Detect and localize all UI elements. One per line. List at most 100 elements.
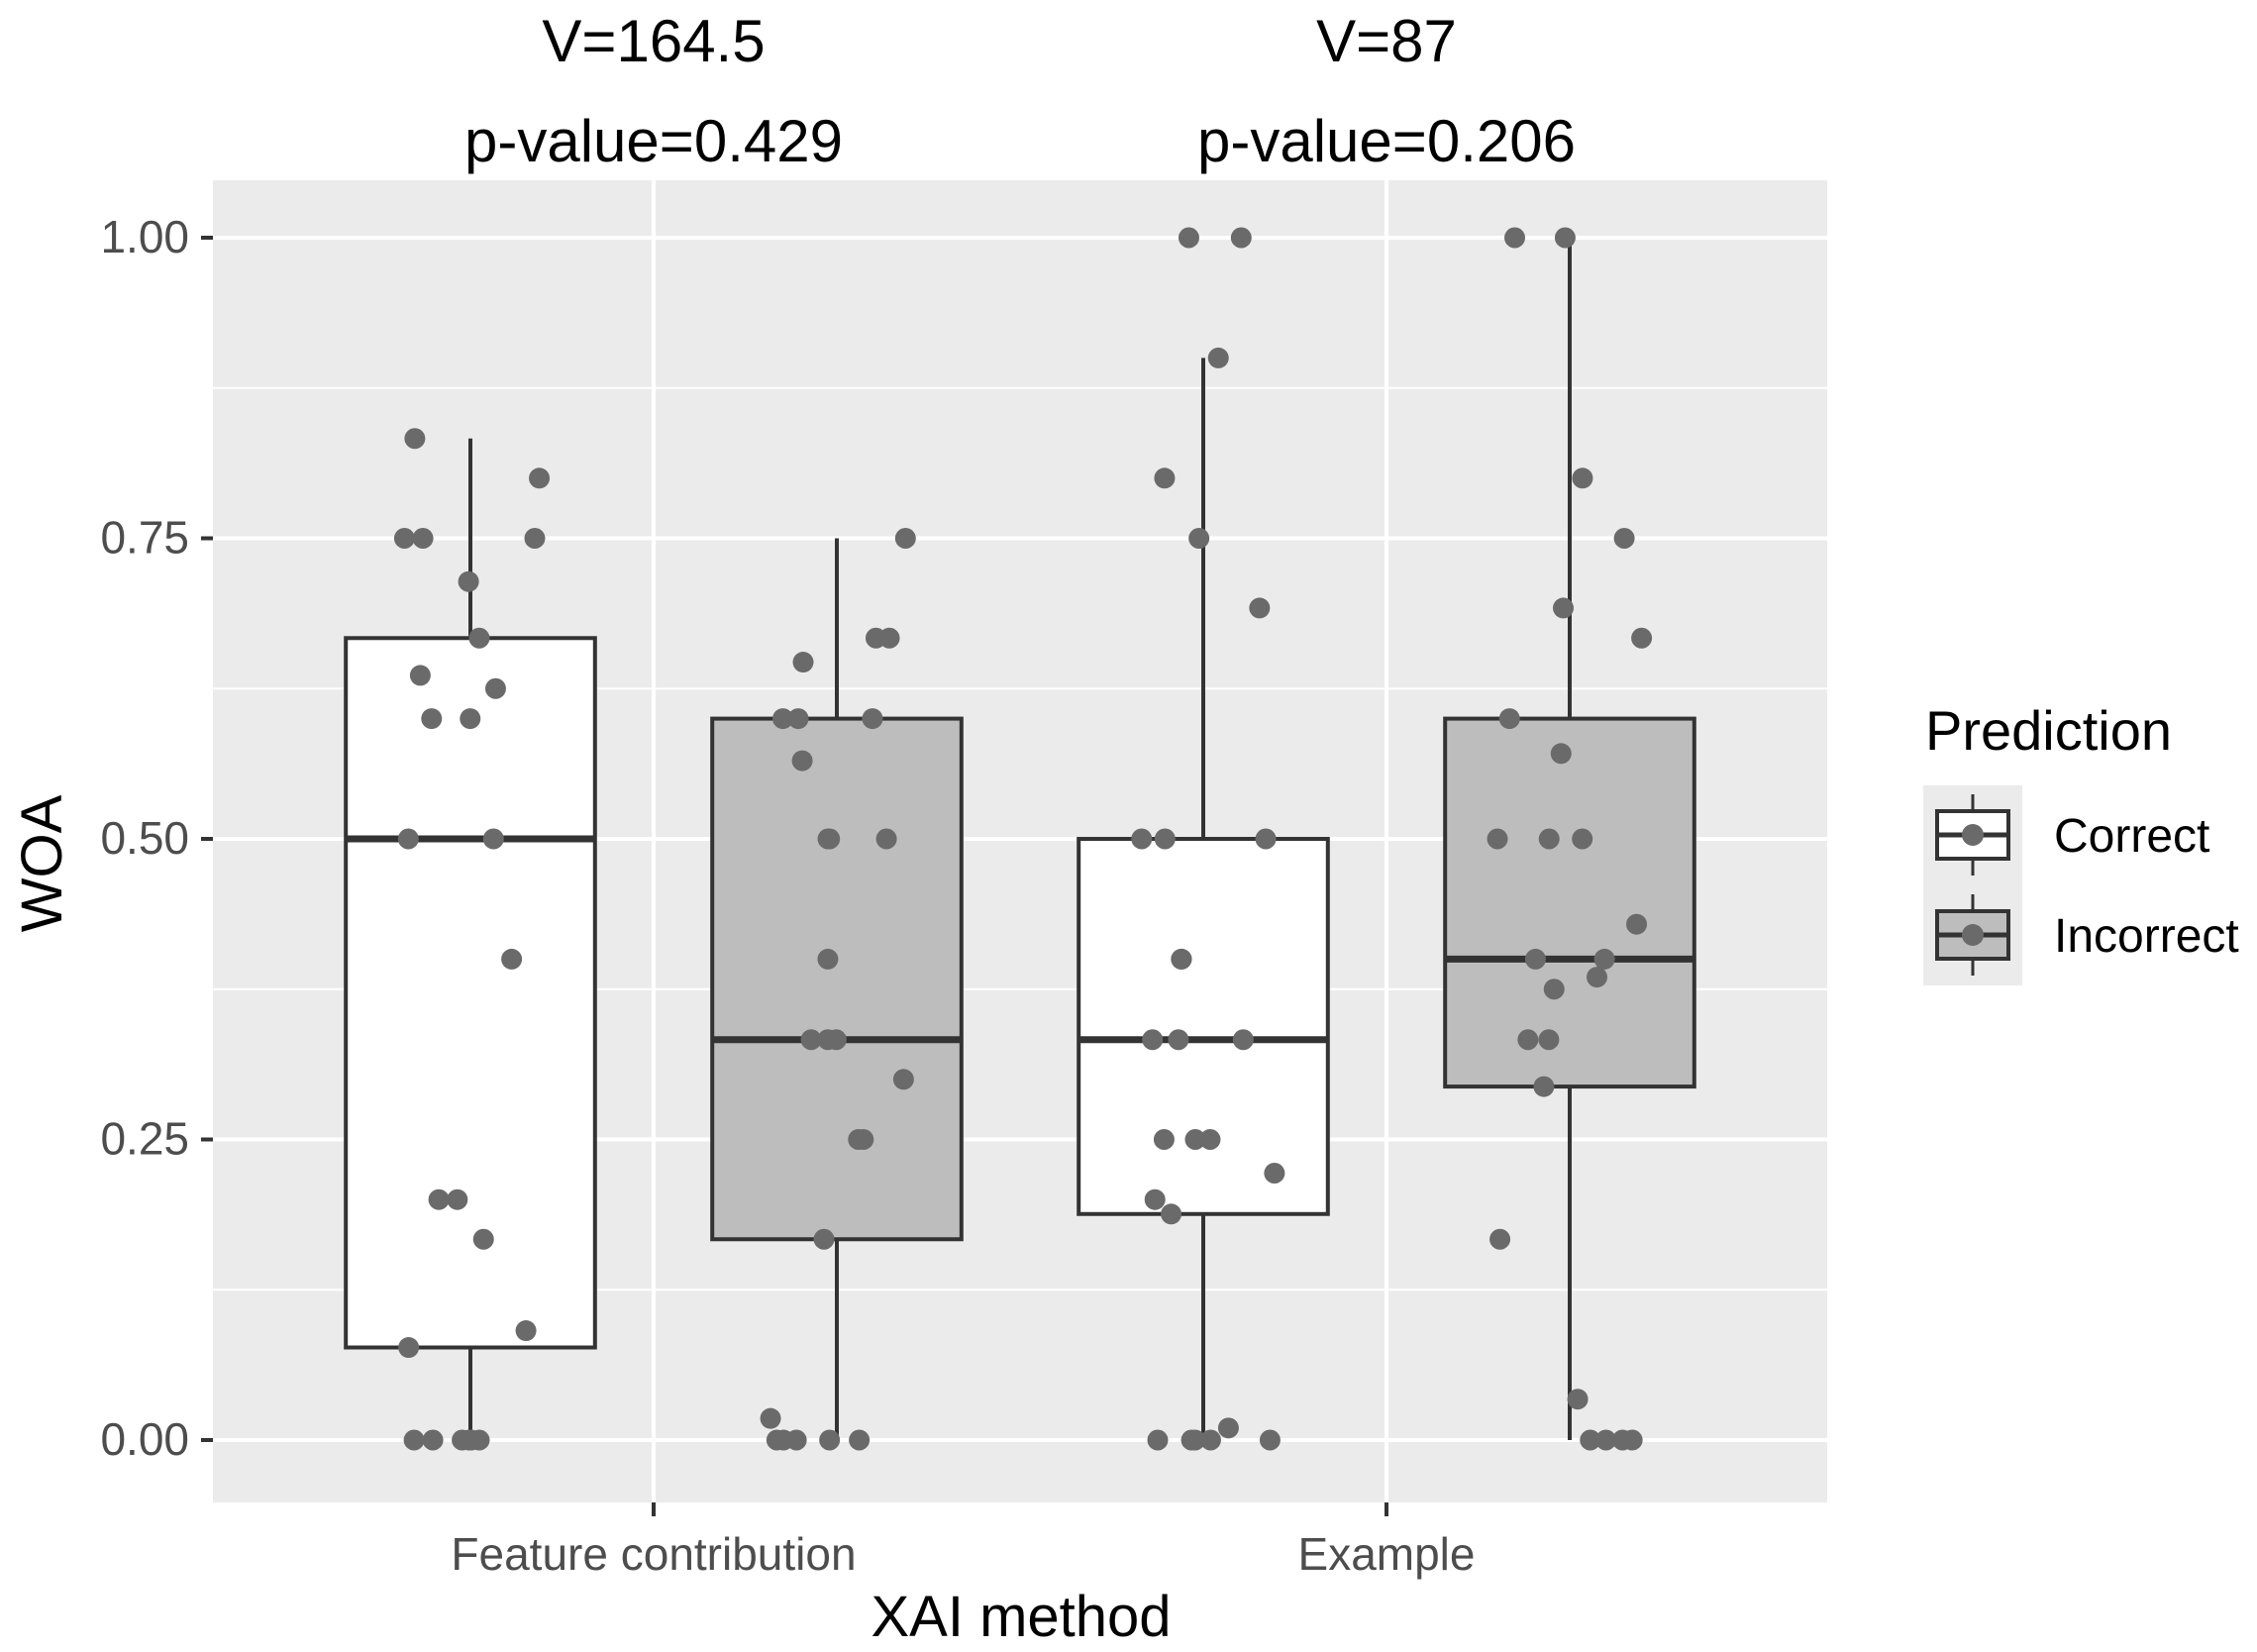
data-point (458, 570, 479, 592)
data-point (1504, 227, 1526, 249)
data-point (397, 828, 419, 850)
legend: Prediction Correct Incorrect (1923, 699, 2239, 985)
data-point (1168, 1029, 1189, 1051)
data-point (1567, 1389, 1589, 1410)
data-point (1587, 967, 1608, 988)
data-point (1572, 467, 1593, 489)
data-point (1487, 828, 1508, 850)
data-point (404, 428, 426, 450)
data-point (819, 1429, 841, 1451)
data-point (1538, 828, 1560, 850)
data-point (1178, 227, 1199, 249)
data-point (1180, 1429, 1202, 1451)
x-tick-label: Example (1298, 1528, 1476, 1580)
data-point (791, 750, 813, 772)
data-point (1553, 597, 1575, 619)
data-point (787, 708, 809, 730)
data-point (1517, 1029, 1539, 1051)
y-tick-label: 0.25 (100, 1113, 189, 1165)
x-axis-title: XAI method (871, 1585, 1171, 1649)
data-point (892, 1069, 914, 1090)
data-point (1264, 1162, 1285, 1184)
legend-label-incorrect: Incorrect (2054, 910, 2239, 963)
data-point (501, 948, 523, 970)
annotation-p-example: p-value=0.206 (1197, 108, 1576, 174)
data-point (412, 528, 434, 549)
data-point (484, 677, 506, 699)
box-correct-feature-contribution (344, 636, 597, 1350)
data-point (1217, 1417, 1239, 1439)
data-point (447, 1188, 468, 1210)
data-point (817, 828, 839, 850)
data-point (1147, 1429, 1169, 1451)
data-point (772, 708, 794, 730)
data-point (1142, 1029, 1164, 1051)
data-point (1533, 1076, 1555, 1097)
data-point (1161, 1203, 1182, 1225)
data-point (878, 627, 900, 649)
data-point (1611, 1429, 1633, 1451)
data-point (1249, 597, 1271, 619)
data-point (1489, 1228, 1511, 1250)
data-point (894, 528, 916, 549)
data-point (1543, 979, 1565, 1000)
data-point (515, 1320, 537, 1342)
annotation-v-example: V=87 (1316, 8, 1457, 74)
data-point (1631, 627, 1653, 649)
data-point (1595, 1429, 1617, 1451)
data-point (848, 1129, 870, 1150)
annotation-p-feature-contribution: p-value=0.429 (464, 108, 843, 174)
data-point (409, 665, 431, 686)
data-point (529, 467, 551, 489)
data-point (1524, 948, 1546, 970)
y-tick-label: 0.00 (100, 1413, 189, 1465)
data-point (524, 528, 546, 549)
box-correct-example (1077, 837, 1330, 1216)
jitter-points (393, 227, 1653, 1451)
data-point (1153, 1129, 1175, 1150)
data-point (1626, 913, 1648, 935)
data-point (393, 528, 415, 549)
legend-label-correct: Correct (2054, 810, 2209, 863)
data-point (785, 1429, 807, 1451)
data-point (1207, 347, 1229, 368)
x-tick-label: Feature contribution (451, 1528, 856, 1580)
data-point (1199, 1129, 1221, 1150)
data-point (1188, 528, 1210, 549)
data-point (460, 708, 481, 730)
y-tick-label: 1.00 (100, 211, 189, 262)
data-point (813, 1228, 835, 1250)
data-point (1144, 1188, 1166, 1210)
data-point (1572, 828, 1593, 850)
data-point (862, 708, 883, 730)
data-point (1538, 1029, 1560, 1051)
data-point (1171, 948, 1192, 970)
data-point (472, 1228, 494, 1250)
data-point (1498, 708, 1520, 730)
data-point (817, 948, 839, 970)
y-tick-label: 0.50 (100, 812, 189, 864)
data-point (1259, 1429, 1281, 1451)
data-point (1199, 1429, 1221, 1451)
data-point (1580, 1429, 1601, 1451)
data-point (875, 828, 897, 850)
data-point (1230, 227, 1252, 249)
data-point (1255, 828, 1277, 850)
data-point (1554, 227, 1576, 249)
data-point (800, 1029, 822, 1051)
box-incorrect-feature-contribution (710, 716, 964, 1242)
legend-title: Prediction (1925, 699, 2172, 762)
data-point (468, 627, 490, 649)
data-point (421, 708, 443, 730)
axes: 0.00 0.25 0.50 0.75 1.00 Feature contribution… (100, 211, 1475, 1580)
data-point (825, 1029, 847, 1051)
box-incorrect-example (1443, 716, 1696, 1089)
data-point (1613, 528, 1635, 549)
data-point (398, 1337, 420, 1359)
data-point (1154, 467, 1176, 489)
data-point (766, 1429, 787, 1451)
data-point (482, 828, 504, 850)
data-point (1131, 828, 1153, 850)
data-point (760, 1407, 781, 1429)
